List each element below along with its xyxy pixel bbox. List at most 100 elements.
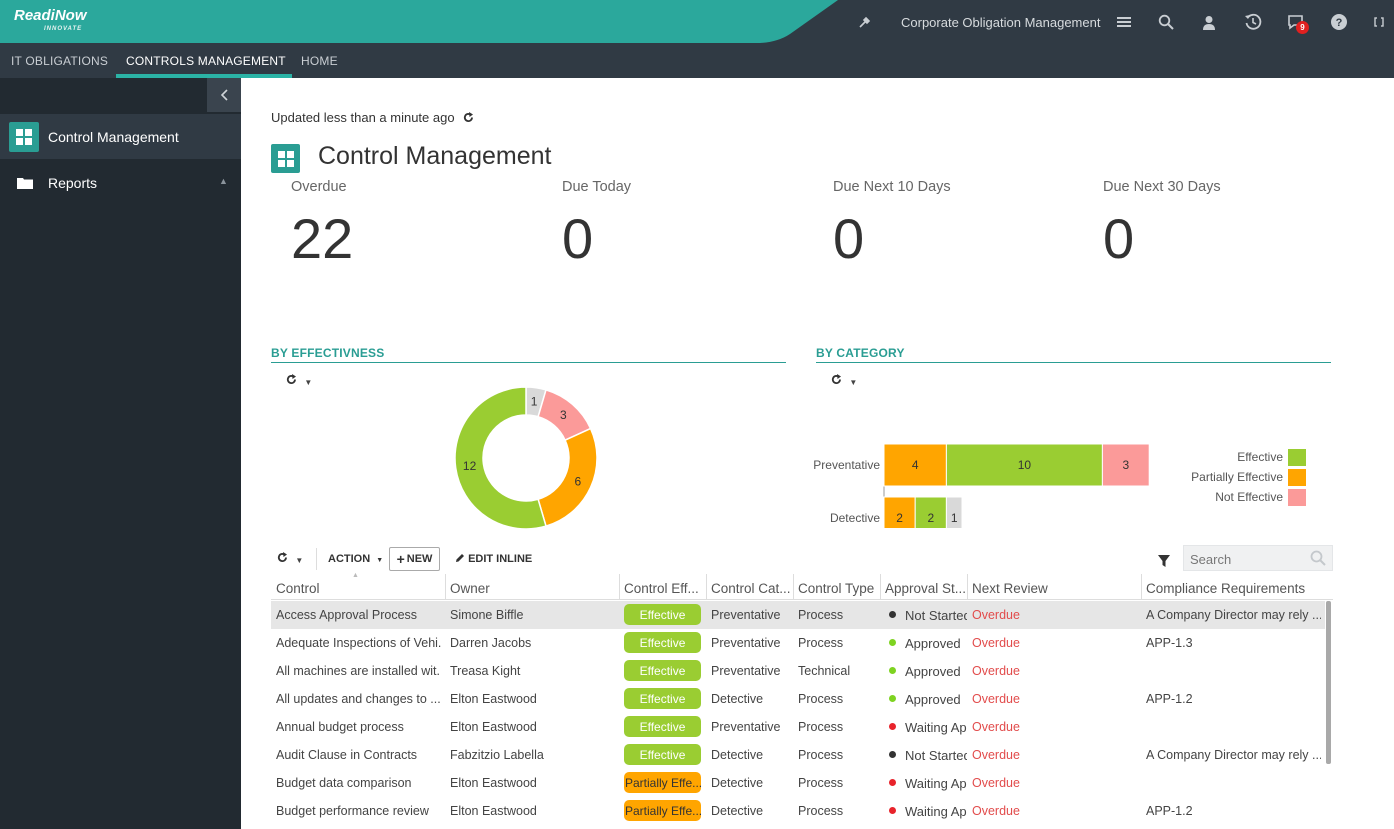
tab-home[interactable]: HOME bbox=[301, 54, 338, 68]
effectiveness-section-title: BY EFFECTIVNESS bbox=[271, 346, 385, 360]
effectiveness-divider bbox=[271, 362, 786, 363]
bar-segment[interactable] bbox=[945, 496, 963, 528]
table-row[interactable]: Budget data comparison Elton Eastwood Part… bbox=[271, 769, 1325, 797]
cell-category: Preventative bbox=[711, 720, 781, 734]
chevron-down-icon: ▼ bbox=[295, 556, 304, 565]
cell-compliance: APP-1.2 bbox=[1146, 692, 1193, 706]
table-row[interactable]: Adequate Inspections of Vehi... Darren Ja… bbox=[271, 629, 1325, 657]
sidebar-collapse-button[interactable] bbox=[207, 78, 241, 112]
action-menu-button[interactable]: ACTION ▼ bbox=[328, 553, 383, 565]
effectiveness-refresh-dropdown[interactable]: ▼ bbox=[286, 374, 312, 388]
cell-type: Process bbox=[798, 636, 844, 650]
category-section-title: BY CATEGORY bbox=[816, 346, 905, 360]
table-row[interactable]: All machines are installed wit... Treasa … bbox=[271, 657, 1325, 685]
hamburger-menu-icon[interactable] bbox=[1112, 10, 1136, 34]
category-bar-chart: 0246810121416Preventative4103Detective22… bbox=[813, 443, 1306, 528]
sidebar-item-control-management[interactable]: Control Management bbox=[0, 114, 241, 159]
column-header-control[interactable]: Control bbox=[276, 581, 320, 596]
new-button[interactable]: + NEW bbox=[389, 547, 440, 571]
column-divider[interactable] bbox=[1141, 574, 1142, 600]
category-label: Detective bbox=[830, 511, 880, 525]
column-divider[interactable] bbox=[619, 574, 620, 600]
column-header-owner[interactable]: Owner bbox=[450, 581, 490, 596]
sidebar-item-reports[interactable]: Reports ▲ bbox=[0, 160, 241, 205]
wrench-icon[interactable] bbox=[853, 10, 877, 34]
column-divider[interactable] bbox=[445, 574, 446, 600]
cell-next-review: Overdue bbox=[972, 748, 1020, 762]
tab-it-obligations[interactable]: IT OBLIGATIONS bbox=[11, 54, 109, 68]
column-divider[interactable] bbox=[967, 574, 968, 600]
kpi-due-30-value[interactable]: 0 bbox=[1103, 207, 1135, 270]
caret-up-icon[interactable]: ▲ bbox=[219, 176, 228, 186]
cell-control[interactable]: Access Approval Process bbox=[276, 608, 418, 622]
column-header-control-effectiveness[interactable]: Control Eff... bbox=[624, 581, 699, 596]
table-row[interactable]: All updates and changes to ... Elton East… bbox=[271, 685, 1325, 713]
table-row[interactable]: Audit Clause in Contracts Fabzitzio Label… bbox=[271, 741, 1325, 769]
chat-notifications-icon[interactable]: 9 bbox=[1284, 10, 1309, 34]
bar-segment[interactable] bbox=[883, 443, 947, 487]
donut-slice[interactable] bbox=[454, 386, 547, 530]
pencil-icon bbox=[456, 554, 464, 562]
column-header-control-category[interactable]: Control Cat... bbox=[711, 581, 791, 596]
table-row[interactable]: Budget performance review Elton Eastwood P… bbox=[271, 797, 1325, 825]
search-input[interactable]: Search bbox=[1183, 545, 1333, 571]
donut-slice[interactable] bbox=[537, 427, 598, 528]
brand-band bbox=[0, 0, 838, 43]
cell-type: Process bbox=[798, 748, 844, 762]
cell-owner: Elton Eastwood bbox=[450, 720, 537, 734]
cell-control[interactable]: Adequate Inspections of Vehi... bbox=[276, 636, 441, 650]
user-icon[interactable] bbox=[1197, 10, 1221, 34]
tab-controls-management[interactable]: CONTROLS MANAGEMENT bbox=[126, 54, 286, 68]
table-scrollbar[interactable] bbox=[1326, 601, 1331, 764]
cell-approval: Not Started bbox=[905, 748, 967, 763]
cell-owner: Elton Eastwood bbox=[450, 804, 537, 818]
search-placeholder: Search bbox=[1190, 552, 1232, 567]
cell-owner: Fabzitzio Labella bbox=[450, 748, 544, 762]
table-row[interactable]: Annual budget process Elton Eastwood Effec… bbox=[271, 713, 1325, 741]
column-header-next-review[interactable]: Next Review bbox=[972, 581, 1048, 596]
cell-control[interactable]: Budget data comparison bbox=[276, 776, 412, 790]
kpi-due-today-value[interactable]: 0 bbox=[562, 207, 594, 270]
sort-ascending-icon[interactable]: ▲ bbox=[352, 572, 359, 579]
column-header-control-type[interactable]: Control Type bbox=[798, 581, 875, 596]
kpi-overdue-value[interactable]: 22 bbox=[291, 207, 354, 270]
cell-control[interactable]: Audit Clause in Contracts bbox=[276, 748, 418, 762]
table-header: Control ▲ Owner Control Eff... Control C… bbox=[271, 572, 1333, 600]
refresh-icon[interactable] bbox=[463, 112, 474, 123]
legend-swatch[interactable] bbox=[1288, 489, 1306, 506]
legend-swatch[interactable] bbox=[1288, 469, 1306, 486]
column-header-approval-status[interactable]: Approval St... bbox=[885, 581, 967, 596]
cell-control[interactable]: All machines are installed wit... bbox=[276, 664, 441, 678]
cell-control[interactable]: Annual budget process bbox=[276, 720, 404, 734]
history-icon[interactable] bbox=[1241, 10, 1265, 34]
bar-segment[interactable] bbox=[1101, 443, 1150, 487]
filter-icon[interactable] bbox=[1158, 554, 1170, 572]
cell-type: Process bbox=[798, 608, 844, 622]
column-divider[interactable] bbox=[793, 574, 794, 600]
help-icon[interactable]: ? bbox=[1327, 10, 1351, 34]
column-header-compliance-requirements[interactable]: Compliance Requirements bbox=[1146, 581, 1306, 596]
search-icon[interactable] bbox=[1154, 10, 1178, 34]
cell-type: Process bbox=[798, 692, 844, 706]
donut-slice-label: 1 bbox=[531, 395, 538, 409]
category-refresh-dropdown[interactable]: ▼ bbox=[831, 374, 857, 388]
edit-inline-button[interactable]: EDIT INLINE bbox=[455, 553, 532, 565]
svg-text:?: ? bbox=[1336, 17, 1343, 29]
column-divider[interactable] bbox=[880, 574, 881, 600]
cell-compliance: A Company Director may rely ... bbox=[1146, 748, 1321, 762]
cell-control[interactable]: All updates and changes to ... bbox=[276, 692, 441, 706]
search-icon[interactable] bbox=[1310, 550, 1326, 566]
cell-type: Process bbox=[798, 720, 844, 734]
cell-control[interactable]: Budget performance review bbox=[276, 804, 429, 818]
approval-status-dot bbox=[889, 667, 896, 674]
column-divider[interactable] bbox=[706, 574, 707, 600]
legend-swatch[interactable] bbox=[1288, 449, 1306, 466]
approval-status-dot bbox=[889, 807, 896, 814]
table-row[interactable]: Access Approval Process Simone Biffle Effe… bbox=[271, 601, 1325, 629]
grid-refresh-dropdown[interactable]: ▼ bbox=[277, 552, 303, 566]
expand-icon[interactable] bbox=[1370, 10, 1388, 34]
kpi-due-10-value[interactable]: 0 bbox=[833, 207, 865, 270]
bar-segment[interactable] bbox=[914, 496, 947, 528]
app-logo[interactable]: ReadiNow bbox=[14, 7, 87, 24]
grid-icon bbox=[9, 121, 39, 152]
